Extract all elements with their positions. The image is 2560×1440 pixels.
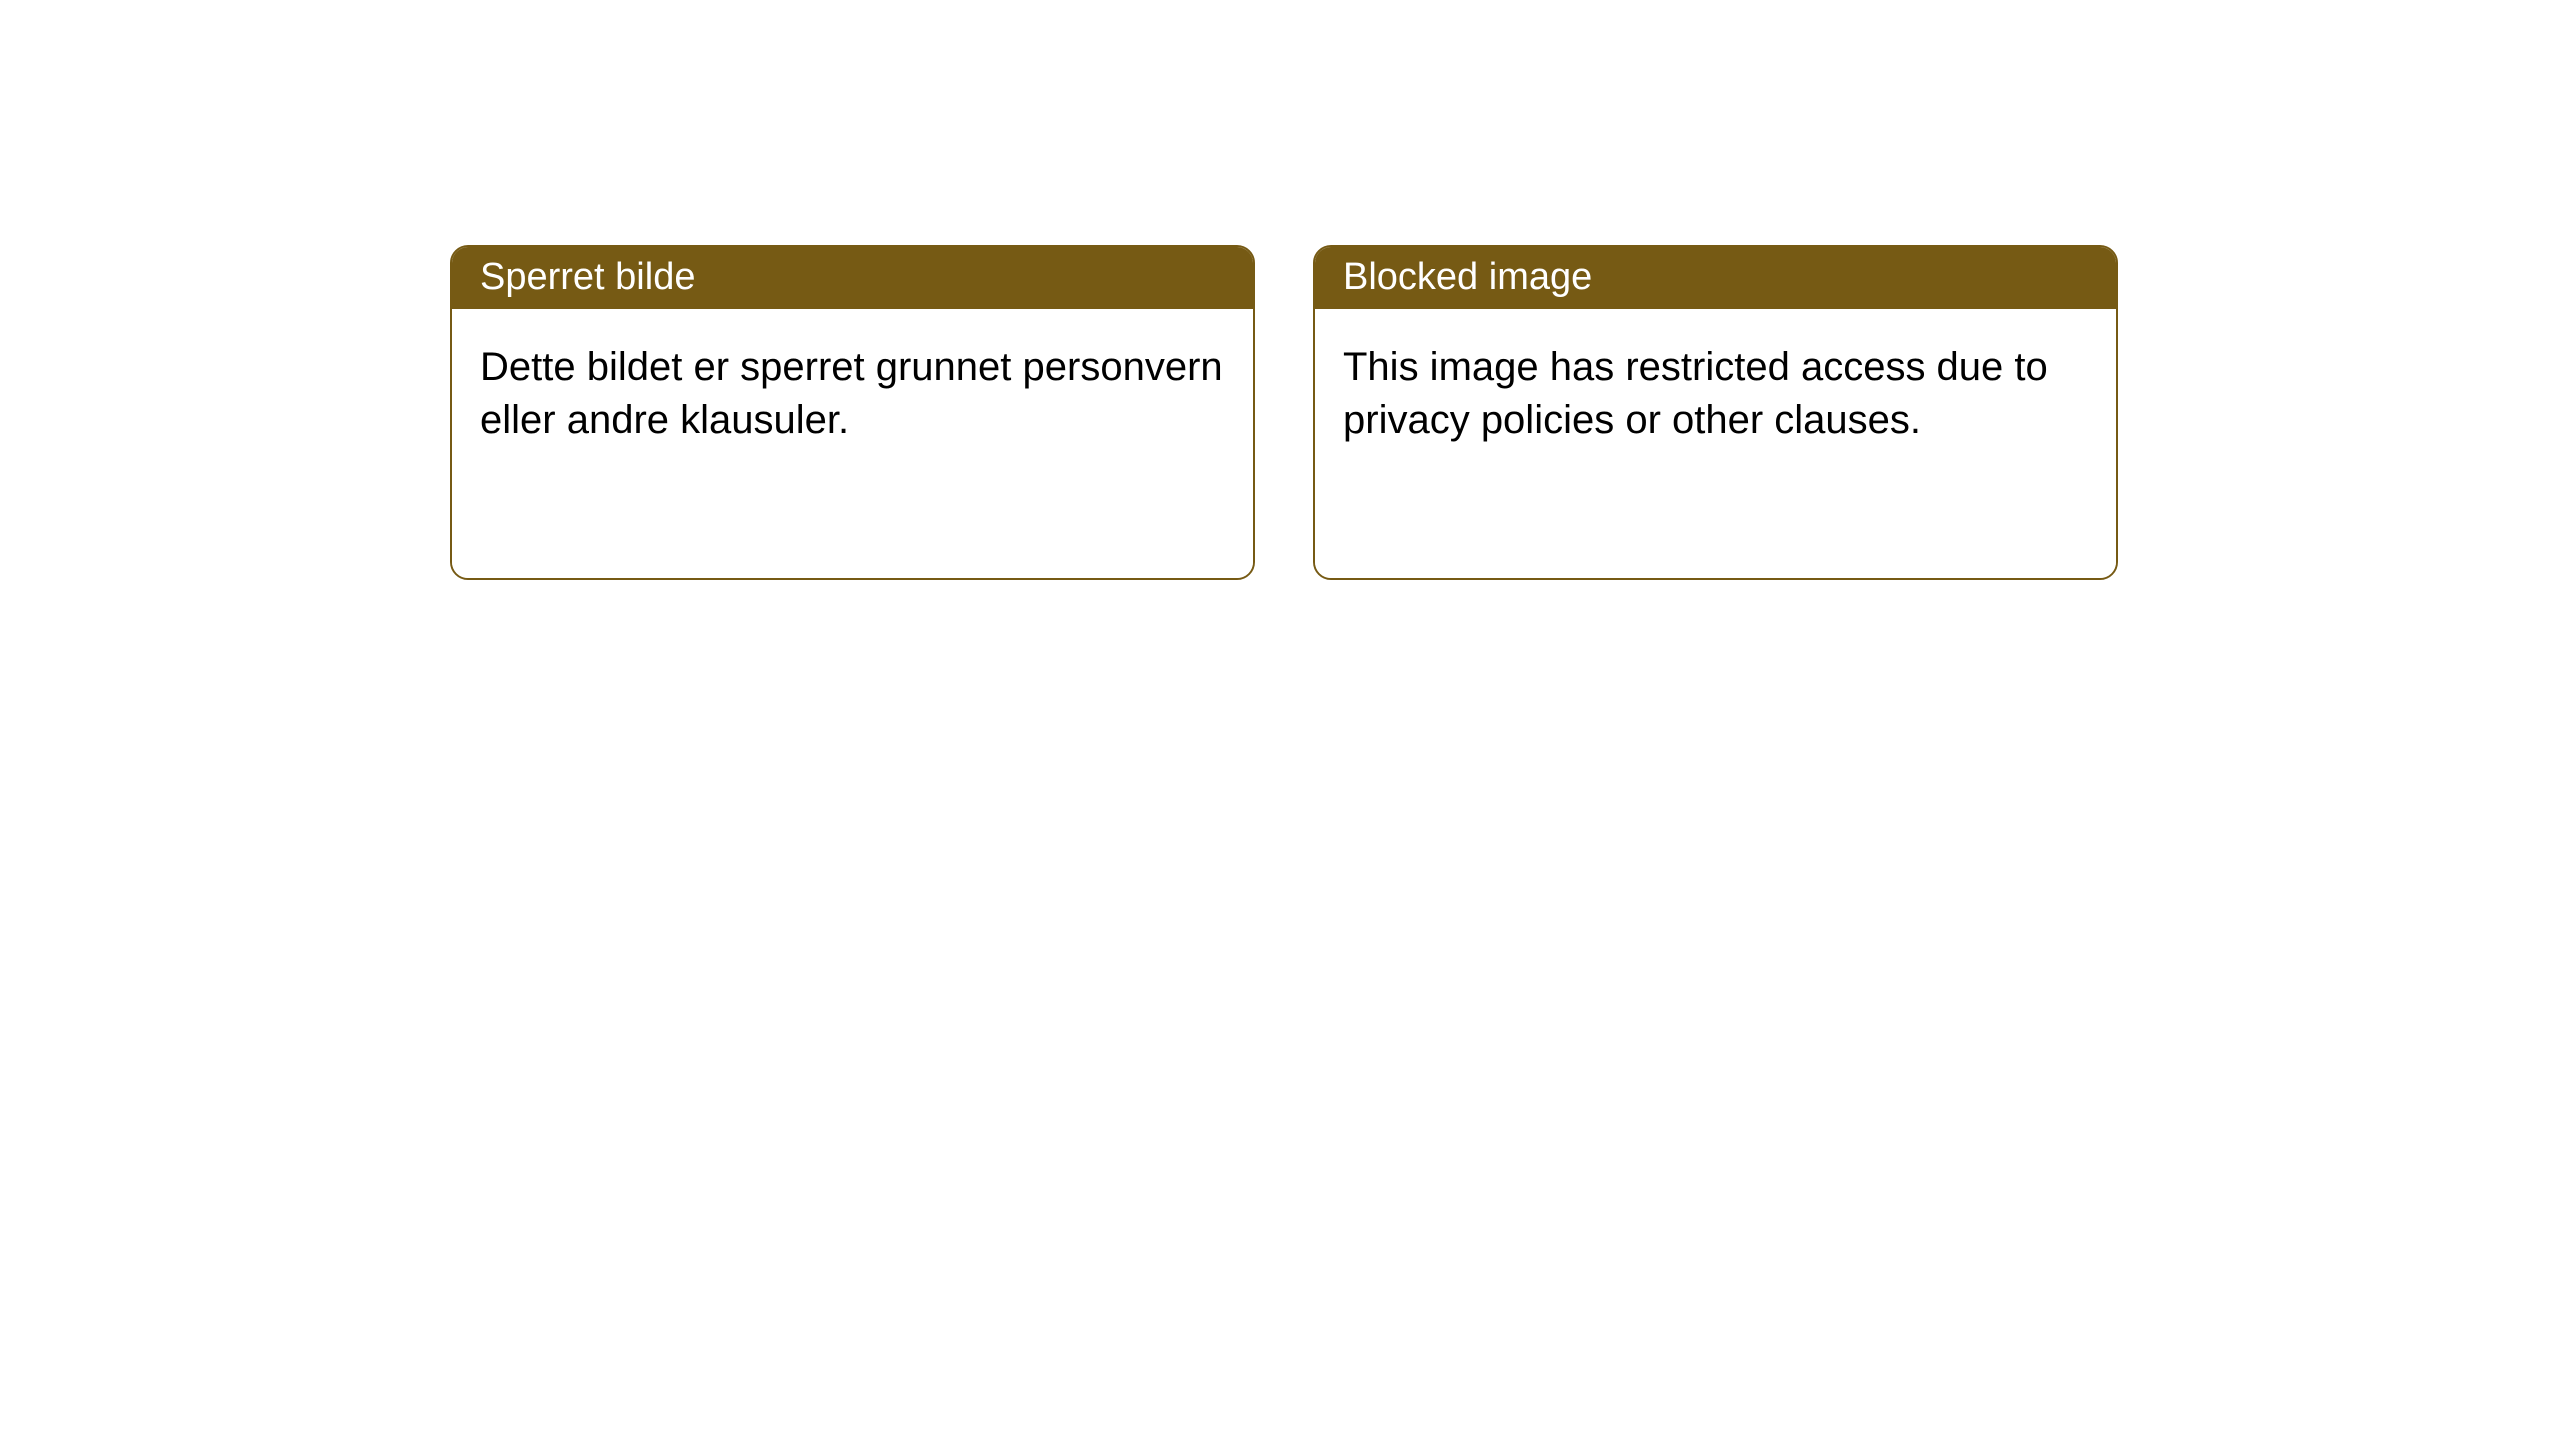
card-title: Sperret bilde [480, 256, 695, 298]
card-title: Blocked image [1343, 256, 1592, 298]
card-body: This image has restricted access due to … [1315, 309, 2116, 578]
card-header: Sperret bilde [452, 247, 1253, 309]
notice-card-english: Blocked image This image has restricted … [1313, 245, 2118, 580]
notice-container: Sperret bilde Dette bildet er sperret gr… [0, 0, 2560, 580]
card-header: Blocked image [1315, 247, 2116, 309]
card-body: Dette bildet er sperret grunnet personve… [452, 309, 1253, 578]
notice-card-norwegian: Sperret bilde Dette bildet er sperret gr… [450, 245, 1255, 580]
card-body-text: This image has restricted access due to … [1343, 345, 2048, 442]
card-body-text: Dette bildet er sperret grunnet personve… [480, 345, 1223, 442]
